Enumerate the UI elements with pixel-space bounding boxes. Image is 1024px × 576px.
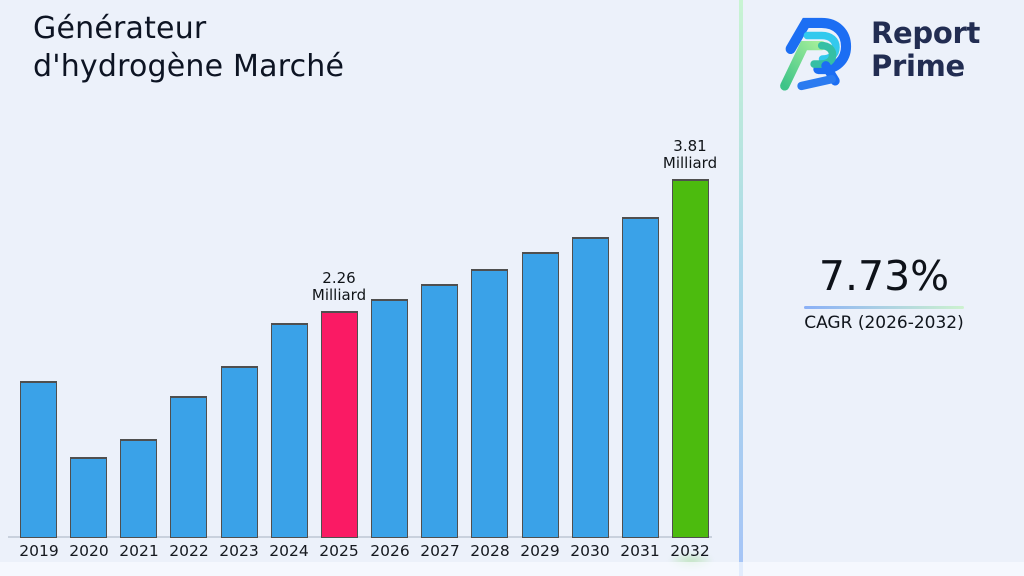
report-prime-logo-icon [778,12,862,100]
page-title-line1: Générateur [33,11,207,46]
x-axis-line [8,536,712,538]
bar-2021 [120,439,157,538]
page-title: Générateur d'hydrogène Marché [33,10,344,86]
cagr-label: CAGR (2026-2032) [804,313,964,333]
bar-2019 [20,381,57,538]
x-tick-2022: 2022 [169,542,209,560]
bar-2025 [321,311,358,538]
x-tick-2032: 2032 [670,542,710,560]
bar-2029 [522,252,559,538]
x-tick-2029: 2029 [520,542,560,560]
x-tick-2031: 2031 [620,542,660,560]
bar-2026 [371,299,408,538]
x-tick-2028: 2028 [470,542,510,560]
bar-2020 [70,457,107,538]
bar-2023 [221,366,258,538]
bar-annotation-2032: 3.81 Milliard [662,137,718,172]
brand-name-line1: Report [871,16,981,50]
page-title-line2: d'hydrogène Marché [33,49,345,84]
x-tick-2026: 2026 [370,542,410,560]
bar-2032 [672,179,709,538]
bar-2030 [572,237,609,538]
x-tick-2021: 2021 [119,542,159,560]
x-tick-2020: 2020 [69,542,109,560]
cagr-underline [804,306,964,309]
brand-name: Report Prime [871,17,980,83]
bar-annotation-2025: 2.26 Milliard [311,269,367,304]
cagr-value: 7.73% [818,252,950,300]
x-tick-2027: 2027 [420,542,460,560]
bottom-strip [0,562,1024,576]
bar-2028 [471,269,508,538]
panel-divider [739,0,743,576]
x-tick-2025: 2025 [319,542,359,560]
x-tick-2030: 2030 [570,542,610,560]
bar-2024 [271,323,308,538]
bar-2022 [170,396,207,538]
bar-2027 [421,284,458,538]
bar-2031 [622,217,659,538]
bar-chart: 2019 2020 2021 2022 2023 2024 2025 2.26 Milliard… [8,137,718,560]
x-tick-2019: 2019 [19,542,59,560]
x-tick-2023: 2023 [219,542,259,560]
report-prime-logo-svg [780,17,852,91]
x-tick-2024: 2024 [269,542,309,560]
brand-name-line2: Prime [871,49,965,83]
